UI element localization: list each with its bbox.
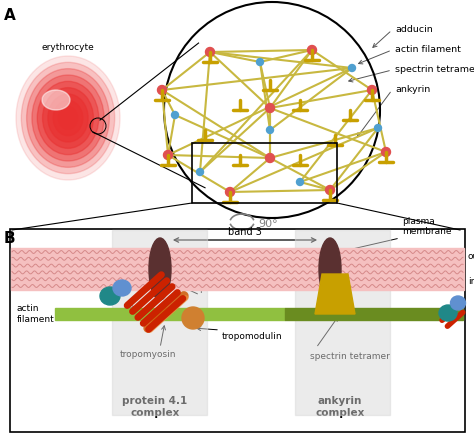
Circle shape: [197, 169, 203, 176]
Circle shape: [348, 64, 356, 71]
Bar: [295, 230, 390, 415]
Bar: [285, 308, 463, 320]
Circle shape: [157, 85, 166, 95]
Bar: [10, 229, 465, 432]
Ellipse shape: [450, 296, 465, 310]
Text: actin
filament: actin filament: [17, 304, 55, 324]
Circle shape: [265, 103, 274, 113]
Circle shape: [206, 47, 215, 57]
Bar: [11, 248, 464, 290]
Text: ankyrin
complex: ankyrin complex: [315, 396, 365, 418]
Text: in: in: [468, 277, 474, 286]
Circle shape: [226, 187, 235, 197]
Ellipse shape: [27, 69, 109, 167]
Circle shape: [374, 124, 382, 131]
Text: B: B: [4, 231, 16, 246]
Text: band 3: band 3: [228, 227, 262, 237]
Ellipse shape: [64, 113, 72, 123]
Bar: [192, 143, 337, 203]
Circle shape: [265, 153, 274, 162]
Ellipse shape: [32, 75, 104, 161]
Ellipse shape: [37, 81, 99, 155]
Text: adducin: adducin: [30, 268, 66, 276]
Text: ankyrin: ankyrin: [395, 85, 430, 95]
Ellipse shape: [113, 280, 131, 296]
Ellipse shape: [319, 238, 341, 300]
Text: plasma
membrane: plasma membrane: [402, 217, 452, 236]
Text: spectrin tetramer: spectrin tetramer: [395, 66, 474, 74]
Circle shape: [164, 151, 173, 159]
Ellipse shape: [16, 56, 120, 180]
Ellipse shape: [58, 107, 77, 129]
Text: tropomodulin: tropomodulin: [222, 332, 283, 341]
Circle shape: [367, 85, 376, 95]
Text: actin filament: actin filament: [395, 46, 461, 54]
Ellipse shape: [42, 90, 70, 110]
Circle shape: [297, 179, 303, 186]
Text: tropomyosin: tropomyosin: [120, 350, 176, 359]
Text: protein 4.1: protein 4.1: [200, 284, 249, 293]
Text: A: A: [4, 8, 16, 23]
Circle shape: [308, 46, 317, 54]
Ellipse shape: [43, 88, 93, 148]
Ellipse shape: [439, 305, 457, 321]
Ellipse shape: [48, 94, 88, 142]
Ellipse shape: [21, 62, 115, 173]
Circle shape: [172, 112, 179, 119]
Circle shape: [266, 127, 273, 134]
Text: 90°: 90°: [258, 219, 278, 229]
Text: ankyrin: ankyrin: [367, 271, 401, 280]
Text: spectrin tetramer: spectrin tetramer: [310, 352, 390, 361]
Text: erythrocyte: erythrocyte: [42, 43, 94, 52]
Text: out: out: [468, 252, 474, 261]
Bar: [55, 308, 285, 320]
Text: adducin: adducin: [395, 25, 433, 35]
Circle shape: [382, 148, 391, 156]
Ellipse shape: [149, 238, 171, 300]
Bar: [112, 230, 207, 415]
Circle shape: [326, 186, 335, 194]
Polygon shape: [315, 274, 355, 314]
Ellipse shape: [100, 287, 120, 305]
Ellipse shape: [53, 100, 83, 136]
Circle shape: [182, 307, 204, 329]
Text: protein 4.1
complex: protein 4.1 complex: [122, 396, 188, 418]
Circle shape: [256, 59, 264, 66]
